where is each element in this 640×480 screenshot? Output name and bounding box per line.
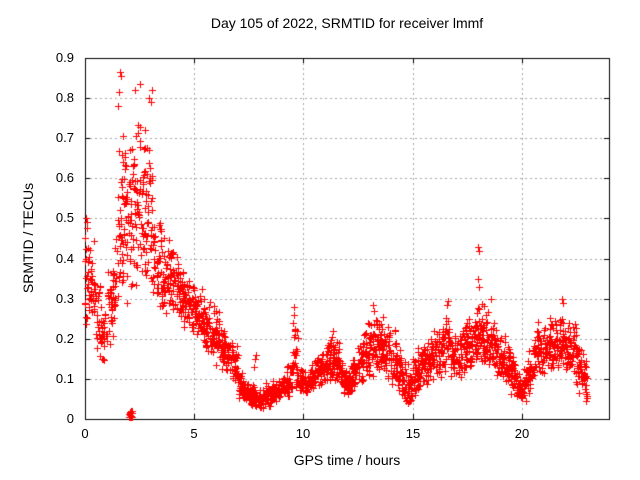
chart-title: Day 105 of 2022, SRMTID for receiver lmm…: [210, 15, 484, 31]
y-tick-label: 0.4: [55, 251, 74, 266]
y-tick-label: 0.2: [55, 331, 74, 346]
x-tick-label: 20: [514, 426, 530, 441]
x-tick-label: 10: [295, 426, 311, 441]
x-tick-label: 15: [405, 426, 421, 441]
x-axis-label: GPS time / hours: [293, 452, 401, 468]
y-tick-label: 0.6: [55, 170, 74, 185]
y-tick-label: 0.8: [55, 90, 74, 105]
y-tick-label: 0.5: [55, 210, 74, 225]
y-tick-label: 0.1: [55, 371, 74, 386]
y-tick-label: 0.7: [55, 130, 74, 145]
x-tick-label: 0: [81, 426, 89, 441]
y-tick-label: 0.3: [55, 291, 74, 306]
y-axis-label: SRMTID / TECUs: [20, 182, 36, 294]
y-tick-label: 0: [66, 411, 74, 426]
y-tick-label: 0.9: [55, 50, 74, 65]
x-tick-label: 5: [190, 426, 198, 441]
